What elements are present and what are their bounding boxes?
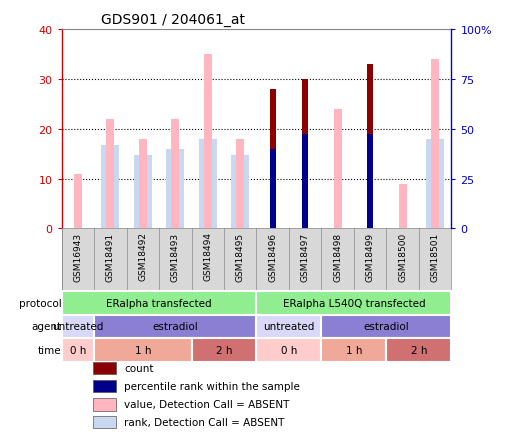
Text: GSM18493: GSM18493 [171, 232, 180, 281]
Text: GSM18500: GSM18500 [398, 232, 407, 281]
Bar [270, 90, 275, 229]
Text: 1 h: 1 h [346, 345, 362, 355]
Bar [333, 110, 342, 229]
Bar [426, 139, 444, 229]
Text: 2 h: 2 h [411, 345, 427, 355]
Text: GSM18499: GSM18499 [366, 232, 374, 281]
Bar [204, 55, 212, 229]
Text: 2 h: 2 h [216, 345, 232, 355]
Text: GSM18495: GSM18495 [236, 232, 245, 281]
Text: value, Detection Call = ABSENT: value, Detection Call = ABSENT [124, 400, 289, 410]
Bar [62, 339, 94, 362]
Bar [106, 120, 114, 229]
Bar [94, 339, 191, 362]
Text: GSM18497: GSM18497 [301, 232, 310, 281]
Bar [74, 174, 82, 229]
Bar [236, 139, 244, 229]
Text: ERalpha transfected: ERalpha transfected [106, 298, 212, 308]
Bar [94, 315, 256, 339]
Text: untreated: untreated [263, 322, 314, 332]
Text: GSM18492: GSM18492 [139, 232, 147, 281]
Text: rank, Detection Call = ABSENT: rank, Detection Call = ABSENT [124, 417, 284, 427]
Bar [302, 80, 308, 229]
Text: GSM18494: GSM18494 [203, 232, 212, 281]
Bar [322, 315, 451, 339]
Text: protocol: protocol [19, 298, 62, 308]
Bar [171, 120, 180, 229]
Bar [399, 184, 407, 229]
Text: GSM18498: GSM18498 [333, 232, 342, 281]
Text: 0 h: 0 h [281, 345, 297, 355]
Text: GSM18491: GSM18491 [106, 232, 115, 281]
Text: time: time [38, 345, 62, 355]
Bar [302, 135, 308, 229]
Bar [199, 139, 216, 229]
Text: percentile rank within the sample: percentile rank within the sample [124, 381, 300, 391]
Text: ERalpha L540Q transfected: ERalpha L540Q transfected [283, 298, 425, 308]
Text: 0 h: 0 h [70, 345, 86, 355]
Text: agent: agent [31, 322, 62, 332]
Bar [270, 149, 275, 229]
Text: GSM18496: GSM18496 [268, 232, 277, 281]
Bar [93, 380, 116, 392]
Bar [386, 339, 451, 362]
Bar [166, 149, 184, 229]
Bar [134, 155, 152, 229]
Bar [62, 315, 94, 339]
Text: GDS901 / 204061_at: GDS901 / 204061_at [101, 13, 245, 26]
Bar [139, 139, 147, 229]
Bar [231, 155, 249, 229]
Bar [62, 291, 256, 315]
Text: GSM18501: GSM18501 [431, 232, 440, 281]
Text: GSM16943: GSM16943 [73, 232, 82, 281]
Text: estradiol: estradiol [364, 322, 409, 332]
Bar [256, 315, 322, 339]
Bar [93, 416, 116, 428]
Text: estradiol: estradiol [152, 322, 198, 332]
Bar [191, 339, 256, 362]
Text: untreated: untreated [52, 322, 104, 332]
Bar [256, 339, 322, 362]
Text: count: count [124, 363, 153, 373]
Bar [322, 339, 386, 362]
Bar [93, 362, 116, 374]
Bar [367, 135, 373, 229]
Bar [256, 291, 451, 315]
Bar [102, 145, 119, 229]
Bar [367, 65, 373, 229]
Bar [431, 60, 439, 229]
Bar [93, 398, 116, 411]
Text: 1 h: 1 h [134, 345, 151, 355]
